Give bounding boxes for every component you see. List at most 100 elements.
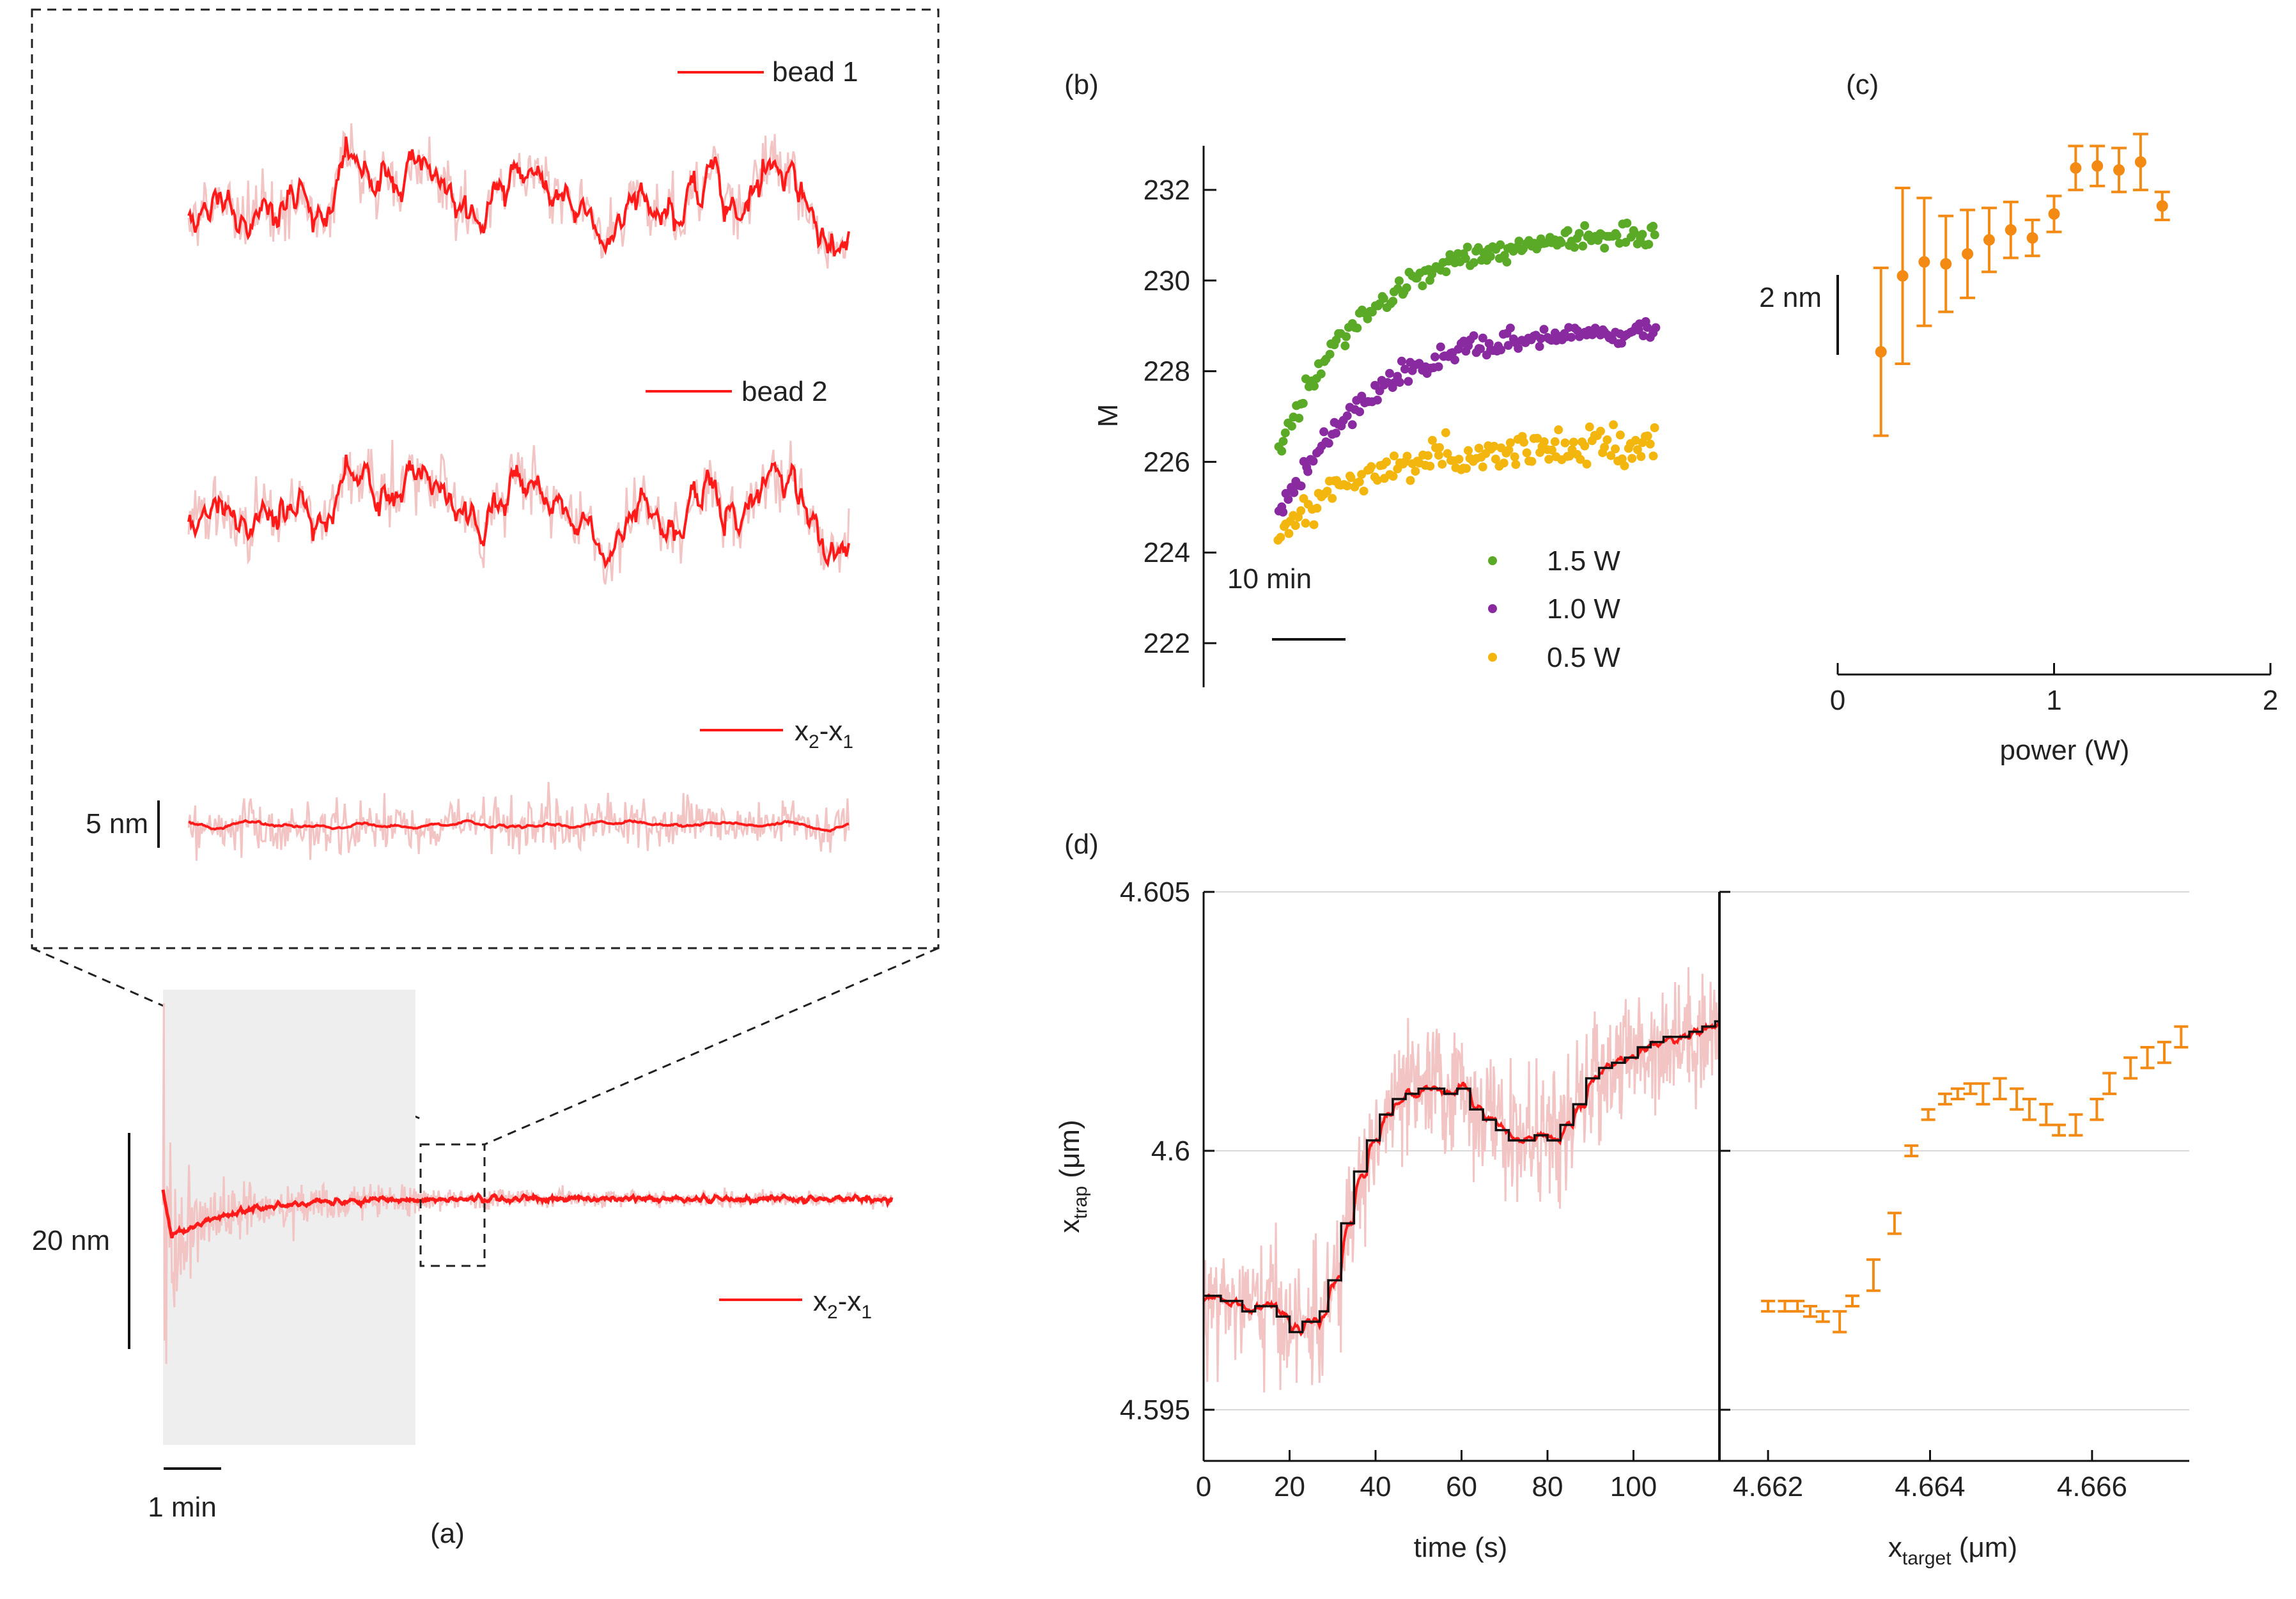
d-right-point [2039,1103,2054,1127]
b-ytick-label: 230 [1144,265,1190,297]
c-xtick-label: 0 [1830,685,1845,716]
b-point [1395,378,1404,387]
b-point [1554,425,1563,435]
d-left-plot [1202,967,1721,1392]
b-legend-marker-1 [1488,556,1497,565]
b-point [1331,428,1340,438]
d-ytick-label: 4.605 [1120,877,1190,908]
b-point [1550,437,1560,446]
b-point [1645,439,1655,449]
b-point [1301,519,1310,528]
d-ytick-label: 4.6 [1151,1135,1190,1167]
b-point [1478,462,1487,472]
b-point [1462,464,1471,473]
d-ytick-label: 4.595 [1120,1394,1190,1426]
c-point [2111,146,2127,194]
b-point [1423,451,1432,460]
d-step-trace [1204,1020,1719,1334]
panel-c: (c) 0 1 2 power (W) 2 nm [1759,69,2278,766]
inset-traces [187,123,850,861]
b-point [1563,226,1572,235]
d-right-point [2123,1056,2138,1080]
c-points [1873,132,2170,437]
b-point [1394,276,1404,286]
b-point [1606,451,1616,460]
inset-scale-label: 5 nm [86,808,148,839]
d-right-point [2140,1046,2155,1070]
b-point [1441,267,1451,277]
b-legend-marker-2 [1488,604,1497,613]
b-ylabel: M [1092,404,1124,428]
b-point [1462,242,1472,252]
trace-bead1-smooth [187,136,850,257]
b-point [1474,444,1484,453]
d-gridlines [1204,891,2189,1410]
b-point [1316,369,1326,378]
b-point [1402,283,1411,293]
main-y-scale-label: 20 nm [32,1225,110,1256]
c-point [2024,219,2040,258]
c-point [1873,267,1889,437]
b-point [1411,467,1420,476]
d-ylabel: xtrap (μm) [1054,1119,1091,1233]
d-left-xtick-label: 20 [1274,1471,1305,1502]
b-point [1651,323,1661,332]
trace-diff-smooth [188,819,849,833]
b-point [1547,445,1556,455]
b-point [1620,461,1629,471]
d-right-xtick-label: 4.662 [1733,1471,1803,1502]
d-right-point [1833,1310,1847,1334]
b-point [1355,407,1365,417]
legend-label-diff-inset: x2-x1 [795,715,853,753]
d-right-point [1845,1294,1859,1307]
b-point [1280,428,1290,438]
d-yticks: 4.595 4.6 4.605 [1120,877,1214,1426]
b-point [1277,446,1287,456]
b-point [1443,449,1452,458]
b-point [1489,442,1499,451]
c-xtick-label: 2 [2263,685,2278,716]
d-right-point [2102,1072,2117,1095]
b-point [1478,333,1487,343]
panel-label-b: (b) [1064,69,1099,100]
panel-label-c: (c) [1846,69,1879,100]
d-right-point [1761,1299,1776,1313]
c-xtick-label: 1 [2046,685,2061,716]
b-point [1612,231,1622,240]
d-right-point [1803,1305,1817,1318]
b-point [1284,495,1293,504]
b-point [1461,254,1470,263]
b-point [1556,238,1566,247]
c-point [2003,200,2019,260]
d-right-xlabel: xtarget (μm) [1888,1532,2017,1569]
b-ytick-label: 228 [1144,356,1190,387]
b-ytick-label: 232 [1144,175,1190,206]
b-point [1536,334,1546,343]
b-point [1434,362,1443,371]
b-point [1363,314,1372,324]
b-point [1560,438,1570,448]
d-trace-raw [1202,967,1721,1392]
b-point [1491,455,1500,464]
b-point [1357,391,1367,401]
b-point [1627,454,1637,463]
b-point [1580,221,1590,230]
b-point [1576,455,1585,464]
legend-label-diff-main: x2-x1 [813,1286,872,1323]
b-point [1323,487,1332,496]
d-right-point [1976,1082,1990,1106]
d-right-point [1992,1077,2007,1100]
b-point [1342,481,1352,490]
b-point [1648,451,1658,461]
b-point [1427,269,1437,279]
c-point [1960,208,1976,299]
d-right-point [1904,1144,1919,1158]
b-point [1303,467,1313,476]
trace-diff-raw [187,781,850,861]
b-point [1296,481,1306,491]
b-point [1485,252,1495,261]
b-point [1505,324,1515,333]
b-point [1585,422,1594,432]
b-point [1379,293,1388,303]
b-legend-label-1: 1.5 W [1547,545,1620,577]
